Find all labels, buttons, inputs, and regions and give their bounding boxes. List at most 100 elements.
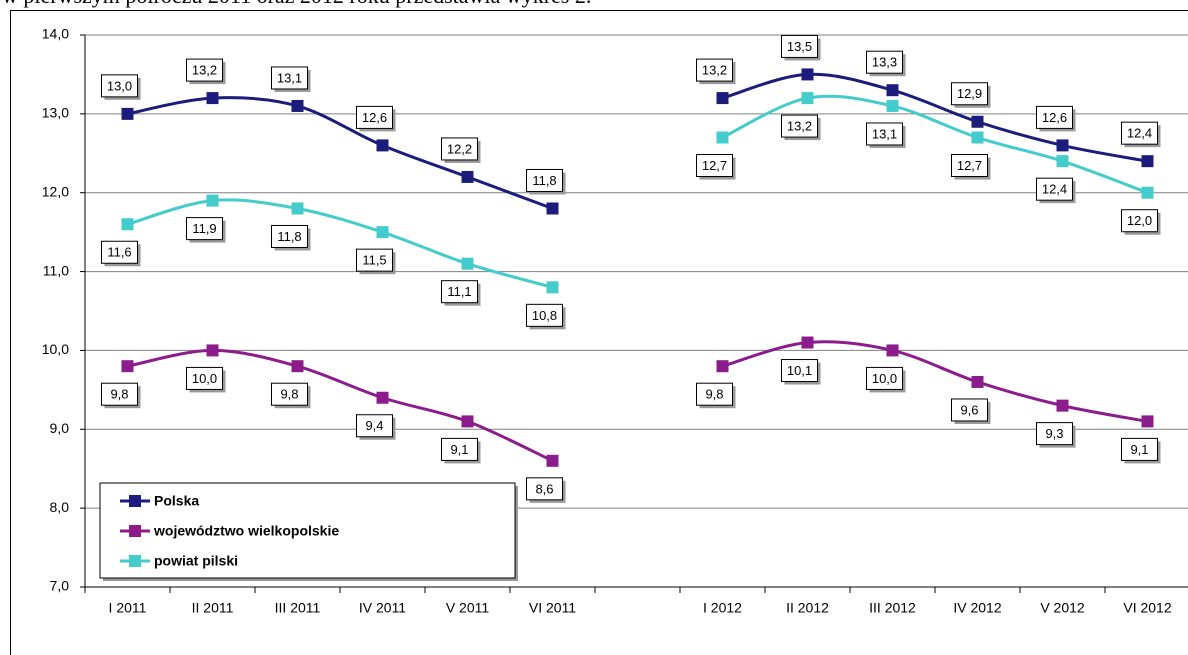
- series-line: [127, 340, 1148, 463]
- y-tick-label: 12,0: [42, 183, 69, 199]
- value-label: 9,3: [1045, 426, 1063, 441]
- value-label: 9,8: [705, 387, 723, 402]
- y-tick-label: 9,0: [50, 420, 70, 436]
- legend-marker: [129, 525, 141, 537]
- marker: [1141, 155, 1154, 168]
- value-label: 12,7: [957, 158, 982, 173]
- marker: [971, 375, 984, 388]
- label-box: [186, 217, 223, 241]
- label-box: [356, 105, 393, 129]
- value-label: 9,8: [280, 387, 298, 402]
- label-box: [526, 477, 563, 501]
- legend-box: [99, 482, 516, 579]
- marker: [971, 131, 984, 144]
- label-box: [356, 414, 393, 438]
- frame: [10, 10, 1188, 655]
- marker: [206, 194, 219, 207]
- value-label: 11,9: [192, 221, 216, 236]
- label-box: [1121, 437, 1158, 461]
- value-label: 13,1: [872, 126, 897, 141]
- marker: [716, 92, 729, 105]
- label-box: [1121, 121, 1158, 145]
- label-box: [1036, 177, 1073, 201]
- marker: [886, 84, 899, 97]
- label-box: [696, 382, 733, 406]
- x-tick-label: III 2011: [275, 600, 321, 616]
- marker: [1056, 399, 1069, 412]
- x-tick-label: VI 2012: [1123, 600, 1171, 616]
- label-box: [356, 248, 393, 272]
- value-label: 11,5: [362, 253, 386, 268]
- marker: [801, 68, 814, 81]
- label-box: [866, 122, 903, 146]
- value-label: 13,2: [702, 63, 727, 78]
- label-box: [951, 82, 988, 106]
- label-box: [866, 50, 903, 74]
- label-box: [271, 382, 308, 406]
- marker: [206, 92, 219, 105]
- value-label: 12,9: [957, 86, 982, 101]
- x-tick-label: V 2012: [1040, 600, 1085, 616]
- y-tick-label: 14,0: [42, 26, 69, 42]
- x-tick-label: II 2012: [786, 600, 829, 616]
- label-box: [101, 240, 138, 264]
- label-box: [1036, 105, 1073, 129]
- y-tick-label: 11,0: [43, 262, 69, 278]
- marker: [716, 131, 729, 144]
- marker: [1141, 186, 1154, 199]
- label-box: [526, 303, 563, 327]
- value-label: 12,7: [702, 158, 727, 173]
- value-label: 13,3: [872, 55, 897, 70]
- label-box: [441, 137, 478, 161]
- label-box: [951, 398, 988, 422]
- value-label: 12,0: [1127, 213, 1152, 228]
- marker: [461, 257, 474, 270]
- value-label: 13,5: [787, 39, 812, 54]
- caption: w pierwszym półroczu 2011 oraz 2012 roku…: [2, 0, 591, 8]
- marker: [291, 202, 304, 215]
- marker: [716, 360, 729, 373]
- x-tick-label: I 2011: [109, 600, 147, 616]
- x-tick-label: IV 2012: [953, 600, 1001, 616]
- value-label: 10,8: [532, 308, 557, 323]
- label-box: [271, 66, 308, 90]
- y-tick-label: 13,0: [42, 105, 69, 121]
- label-box: [696, 58, 733, 82]
- marker: [971, 115, 984, 128]
- marker: [1056, 139, 1069, 152]
- value-label: 12,6: [1042, 110, 1067, 125]
- label-box: [441, 280, 478, 304]
- value-label: 13,0: [107, 78, 132, 93]
- value-label: 9,8: [110, 387, 128, 402]
- label-box: [101, 74, 138, 98]
- value-label: 11,8: [532, 173, 556, 188]
- label-box: [1121, 209, 1158, 233]
- value-label: 9,6: [960, 402, 978, 417]
- legend-marker: [129, 495, 141, 507]
- legend-label: województwo wielkopolskie: [153, 523, 339, 539]
- marker: [121, 218, 134, 231]
- y-tick-label: 7,0: [50, 578, 70, 594]
- value-label: 12,4: [1127, 126, 1152, 141]
- value-label: 9,4: [365, 418, 383, 433]
- label-box: [951, 154, 988, 178]
- marker: [546, 281, 559, 294]
- marker: [376, 139, 389, 152]
- marker: [291, 99, 304, 112]
- value-label: 11,6: [107, 245, 131, 260]
- marker: [886, 344, 899, 357]
- value-label: 12,6: [362, 110, 387, 125]
- marker: [546, 202, 559, 215]
- series-line: [127, 72, 1148, 210]
- value-label: 11,8: [277, 229, 301, 244]
- x-tick-label: II 2011: [192, 600, 234, 616]
- value-label: 9,1: [1130, 442, 1148, 457]
- value-label: 13,1: [277, 70, 302, 85]
- label-box: [271, 224, 308, 248]
- marker: [121, 360, 134, 373]
- marker: [1141, 415, 1154, 428]
- value-label: 12,2: [447, 141, 472, 156]
- value-label: 12,4: [1042, 182, 1067, 197]
- marker: [376, 391, 389, 404]
